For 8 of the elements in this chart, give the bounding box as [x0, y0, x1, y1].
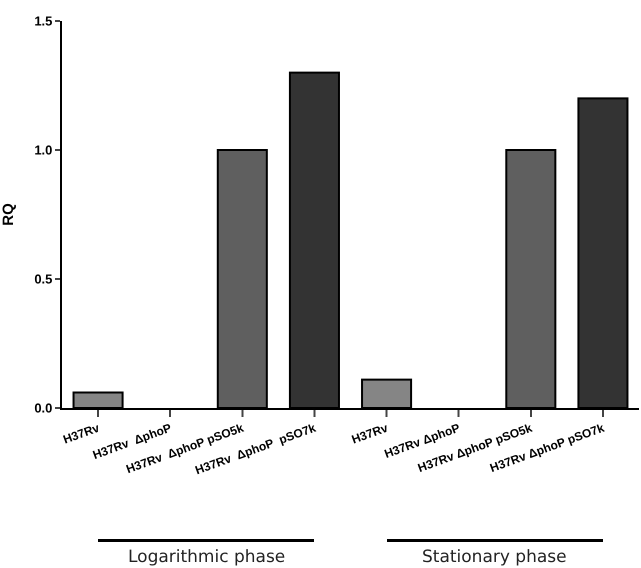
text: Logarithmic phase [128, 547, 286, 567]
x-tick-label: H37Rv [350, 420, 390, 447]
y-tick-label: 0.0 [34, 400, 52, 416]
y-axis-title: RQ [0, 202, 17, 226]
y-tick-label: 0.5 [34, 272, 52, 287]
text: Stationary phase [422, 547, 567, 567]
y-tick-label: 1.5 [34, 14, 52, 29]
y-tick-label: 1.0 [34, 142, 52, 158]
